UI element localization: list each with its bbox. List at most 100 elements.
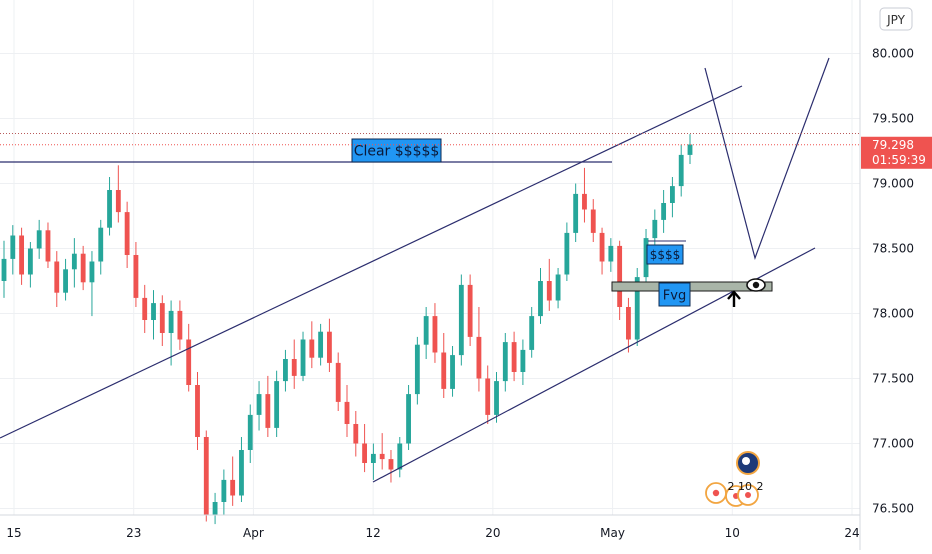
candle-body	[467, 284, 473, 337]
x-tick-label: May	[600, 526, 625, 540]
clear-label-text: Clear $$$$$	[354, 144, 440, 160]
candle-body	[326, 331, 332, 363]
event-count: 2	[728, 480, 735, 493]
x-tick-label: 23	[126, 526, 141, 540]
candle-body	[582, 193, 587, 210]
candle-body	[247, 414, 253, 450]
time-axis-ticks: 15 23 Apr 12 20 May 10 24	[6, 526, 859, 540]
candle-body	[362, 443, 368, 463]
event-dot-icon	[712, 489, 720, 497]
candle-body	[678, 154, 684, 187]
candle-body	[230, 479, 236, 496]
candle-body	[529, 316, 535, 350]
y-tick-label: 76.500	[872, 502, 914, 516]
candle-body	[617, 245, 623, 307]
candle-body	[107, 190, 112, 228]
candle-body	[511, 342, 517, 372]
currency-badge[interactable]: JPY	[879, 7, 913, 31]
candle-body	[71, 253, 77, 270]
x-tick-label: 20	[485, 526, 500, 540]
y-tick-label: 78.500	[872, 242, 914, 256]
candle-body	[538, 281, 543, 317]
candle-body	[151, 303, 156, 320]
clear-label[interactable]: Clear $$$$$	[351, 138, 442, 163]
x-tick-label: 12	[366, 526, 381, 540]
price-axis-ticks: 80.000 79.500 79.000 78.500 78.000 77.500 77.0…	[872, 47, 914, 516]
candle-body	[195, 385, 200, 437]
candle-body	[353, 424, 359, 444]
candle-body	[221, 479, 227, 502]
dollars-label[interactable]: $$$$	[646, 244, 684, 265]
time-axis[interactable]: 15 23 Apr 12 20 May 10 24	[0, 514, 860, 540]
candle-body	[388, 459, 394, 470]
candle-body	[546, 281, 552, 301]
fvg-zone[interactable]	[611, 281, 773, 292]
candle-body	[89, 261, 95, 283]
y-tick-label: 80.000	[872, 47, 914, 61]
candle-body	[485, 378, 491, 415]
candle-body	[300, 339, 306, 376]
event-count: 10	[738, 480, 752, 493]
candle-body	[1, 258, 7, 281]
candle-body	[36, 230, 42, 249]
candle-body	[63, 269, 68, 293]
candle-body	[98, 227, 104, 262]
arrow-up-icon	[727, 290, 741, 307]
candle-body	[423, 316, 429, 345]
candle-body	[168, 310, 174, 333]
candle-body	[318, 331, 324, 358]
candle-body	[502, 342, 508, 382]
candle-body	[432, 316, 438, 353]
candle-body	[370, 453, 376, 463]
fvg-label-text: Fvg	[663, 289, 686, 304]
dollars-label-text: $$$$	[650, 248, 681, 262]
event-count: 2	[757, 480, 764, 493]
candle-body	[608, 245, 614, 262]
y-tick-label: 78.000	[872, 307, 914, 321]
candle-body	[115, 190, 121, 213]
candle-body	[186, 339, 192, 385]
candle-body	[397, 443, 403, 470]
candle-body	[159, 303, 165, 333]
x-tick-label: Apr	[243, 526, 264, 540]
candle-series	[1, 134, 693, 525]
candle-body	[283, 359, 288, 382]
candle-body	[45, 230, 51, 262]
candle-body	[555, 274, 561, 301]
candle-body	[344, 401, 350, 424]
y-tick-label: 79.500	[872, 112, 914, 126]
candle-body	[124, 212, 130, 255]
y-tick-label: 79.000	[872, 177, 914, 191]
current-price-tag: 79.298 01:59:39	[861, 136, 932, 169]
currency-badge-text: JPY	[886, 13, 906, 27]
candle-body	[573, 193, 579, 233]
candle-body	[652, 219, 658, 239]
candle-body	[27, 248, 33, 275]
candle-body	[458, 284, 464, 356]
projection-path[interactable]	[704, 57, 830, 260]
candle-body	[441, 352, 447, 389]
candle-body	[10, 235, 16, 259]
candle-body	[476, 336, 482, 379]
y-tick-label: 77.000	[872, 437, 914, 451]
candle-body	[669, 186, 675, 203]
candle-body	[626, 307, 631, 340]
x-tick-label: 24	[844, 526, 859, 540]
fvg-label[interactable]: Fvg	[658, 282, 691, 307]
x-tick-label: 15	[6, 526, 21, 540]
candle-body	[643, 238, 649, 278]
candle-body	[634, 277, 640, 340]
candle-body	[494, 381, 499, 415]
candle-body	[142, 297, 148, 320]
events-group[interactable]: 2 10 2	[705, 451, 764, 507]
candle-body	[291, 359, 297, 376]
candle-body	[133, 255, 139, 298]
price-axis[interactable]: 80.000 79.500 79.000 78.500 78.000 77.500 77.0…	[859, 0, 932, 550]
candle-body	[599, 232, 605, 262]
x-tick-label: 10	[725, 526, 740, 540]
candle-body	[379, 453, 385, 460]
candle-body	[520, 349, 526, 372]
